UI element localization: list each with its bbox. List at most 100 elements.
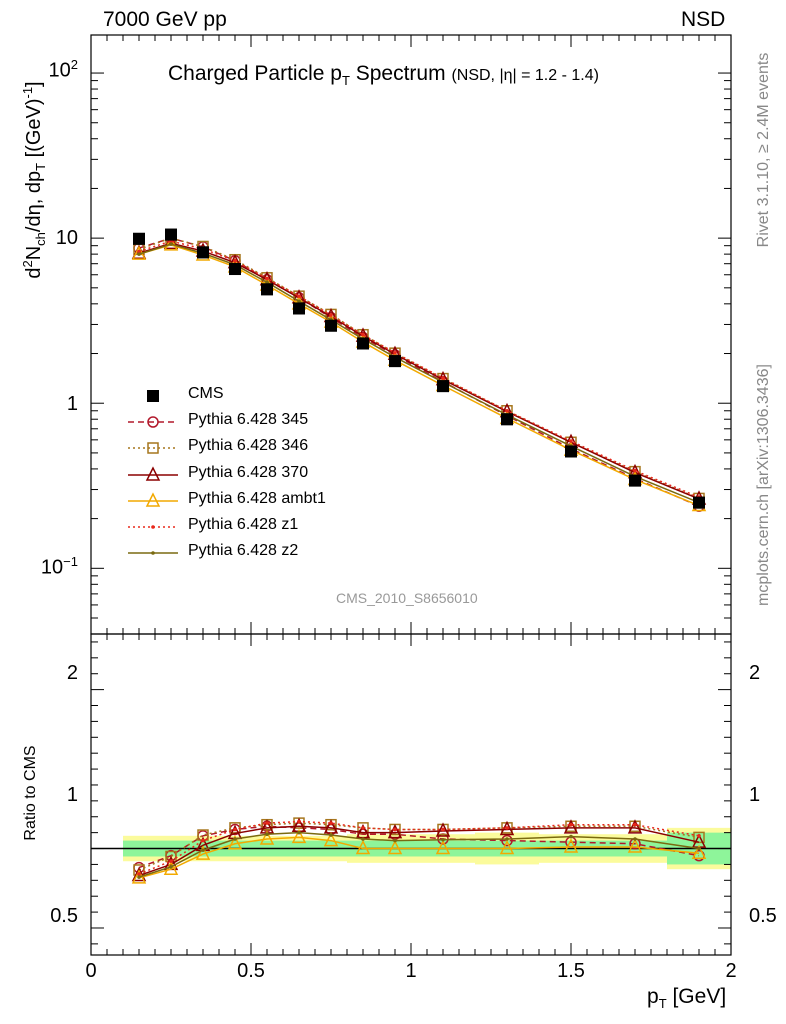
cms-data-point bbox=[261, 283, 273, 296]
chart-title: Charged Particle pT Spectrum (NSD, |η| =… bbox=[168, 62, 599, 88]
chart-title-main2: Spectrum bbox=[349, 62, 446, 85]
ratio-data-point bbox=[233, 837, 237, 841]
cms-data-point bbox=[693, 496, 705, 509]
legend-marker bbox=[151, 551, 155, 555]
cms-data-point bbox=[629, 474, 641, 487]
analysis-id: CMS_2010_S8656010 bbox=[336, 590, 478, 606]
ratio-data-point bbox=[297, 819, 301, 824]
main-data-point bbox=[137, 249, 141, 254]
ratio-data-point bbox=[323, 831, 339, 847]
ratio-data-point bbox=[499, 839, 515, 855]
chart-title-subscript: T bbox=[341, 73, 350, 89]
cms-data-point bbox=[293, 302, 305, 315]
cms-data-point bbox=[501, 413, 513, 426]
x-axis-label: pT [GeV] bbox=[647, 985, 727, 1012]
ratio-data-point bbox=[505, 826, 509, 830]
ratio-y-tick-label-right: 2 bbox=[749, 662, 761, 684]
ratio-series-line bbox=[138, 831, 700, 878]
legend-label: Pythia 6.428 z2 bbox=[188, 542, 299, 559]
legend-label: Pythia 6.428 370 bbox=[188, 464, 309, 481]
ratio-data-point bbox=[297, 830, 301, 835]
ratio-series-line bbox=[138, 822, 700, 871]
main-data-point bbox=[137, 252, 141, 256]
legend-marker bbox=[147, 416, 159, 428]
cms-data-point bbox=[325, 319, 337, 332]
ratio-data-point bbox=[633, 822, 637, 827]
ratio-data-point bbox=[563, 838, 579, 853]
main-data-point bbox=[233, 258, 237, 263]
ratio-data-point bbox=[387, 823, 403, 839]
main-data-point bbox=[393, 351, 397, 355]
ratio-data-point bbox=[361, 837, 365, 841]
ratio-data-point bbox=[233, 827, 237, 832]
ratio-data-point bbox=[329, 833, 333, 837]
main-data-point bbox=[569, 439, 573, 443]
ratio-data-point bbox=[259, 830, 275, 845]
legend-label: Pythia 6.428 346 bbox=[188, 437, 309, 454]
ratio-data-point bbox=[505, 837, 509, 841]
ratio-data-point bbox=[435, 839, 451, 855]
ratio-data-point bbox=[137, 875, 141, 879]
ratio-panel-frame bbox=[90, 633, 732, 956]
process-label: NSD bbox=[681, 8, 726, 31]
legend-marker bbox=[151, 525, 155, 529]
ratio-data-point bbox=[291, 828, 307, 844]
main-data-point bbox=[329, 313, 333, 317]
ratio-data-point bbox=[693, 831, 705, 844]
x-tick-label: 0 bbox=[85, 960, 97, 982]
ratio-data-point bbox=[627, 819, 643, 834]
ratio-data-point bbox=[569, 834, 573, 839]
ratio-series-line bbox=[138, 825, 700, 869]
ratio-data-point bbox=[563, 819, 579, 834]
ratio-data-point bbox=[435, 822, 451, 837]
ratio-data-point bbox=[169, 865, 173, 869]
main-series-line bbox=[138, 240, 700, 498]
main-data-point bbox=[441, 376, 445, 380]
ratio-data-point bbox=[329, 821, 333, 825]
side-label-mcplots: mcplots.cern.ch [arXiv:1306.3436] bbox=[755, 364, 772, 606]
main-data-point bbox=[169, 242, 173, 246]
cms-data-point bbox=[357, 337, 369, 350]
ratio-y-tick-label-right: 0.5 bbox=[749, 905, 777, 927]
main-data-point bbox=[265, 276, 269, 281]
main-panel-frame bbox=[90, 34, 732, 635]
ratio-data-point bbox=[227, 835, 243, 850]
legend-label: Pythia 6.428 345 bbox=[188, 411, 309, 428]
cms-data-point bbox=[565, 445, 577, 458]
x-tick-label: 1 bbox=[405, 960, 417, 982]
ratio-data-point bbox=[195, 845, 211, 860]
ratio-data-point bbox=[355, 839, 371, 855]
ratio-data-point bbox=[441, 837, 445, 842]
main-data-point bbox=[163, 236, 179, 251]
legend-marker bbox=[145, 466, 161, 481]
ratio-y-tick-label: 1 bbox=[66, 784, 78, 806]
ratio-data-point bbox=[265, 832, 269, 837]
ratio-data-point bbox=[697, 846, 701, 851]
main-y-tick-label: 1 bbox=[66, 393, 78, 415]
ratio-series-line bbox=[138, 836, 700, 879]
main-y-axis-label: d2Nch/dη, dpT [(GeV)-1] bbox=[20, 81, 48, 279]
ratio-data-point bbox=[169, 859, 173, 864]
ratio-data-point bbox=[265, 821, 269, 825]
ratio-data-point bbox=[691, 844, 707, 860]
main-series-line bbox=[138, 237, 700, 500]
side-label-rivet: Rivet 3.1.10, ≥ 2.4M events bbox=[755, 52, 772, 248]
legend-label: Pythia 6.428 ambt1 bbox=[188, 490, 326, 507]
ratio-y-axis-label: Ratio to CMS bbox=[22, 745, 39, 841]
legend-label: CMS bbox=[188, 385, 224, 402]
cms-data-point bbox=[437, 380, 449, 393]
ratio-data-point bbox=[633, 837, 637, 841]
ratio-data-point bbox=[387, 839, 403, 855]
x-tick-label: 0.5 bbox=[237, 960, 265, 982]
ratio-data-point bbox=[393, 838, 397, 843]
cms-data-point bbox=[165, 228, 177, 241]
chart-title-main: Charged Particle p bbox=[168, 62, 342, 85]
ratio-y-tick-label-right: 1 bbox=[749, 784, 761, 806]
main-data-point bbox=[361, 332, 365, 337]
ratio-data-point bbox=[441, 827, 445, 832]
main-data-point bbox=[265, 280, 269, 285]
ratio-series-line bbox=[138, 825, 700, 877]
main-y-tick-label: 102 bbox=[48, 57, 78, 82]
ratio-data-point bbox=[393, 827, 397, 832]
